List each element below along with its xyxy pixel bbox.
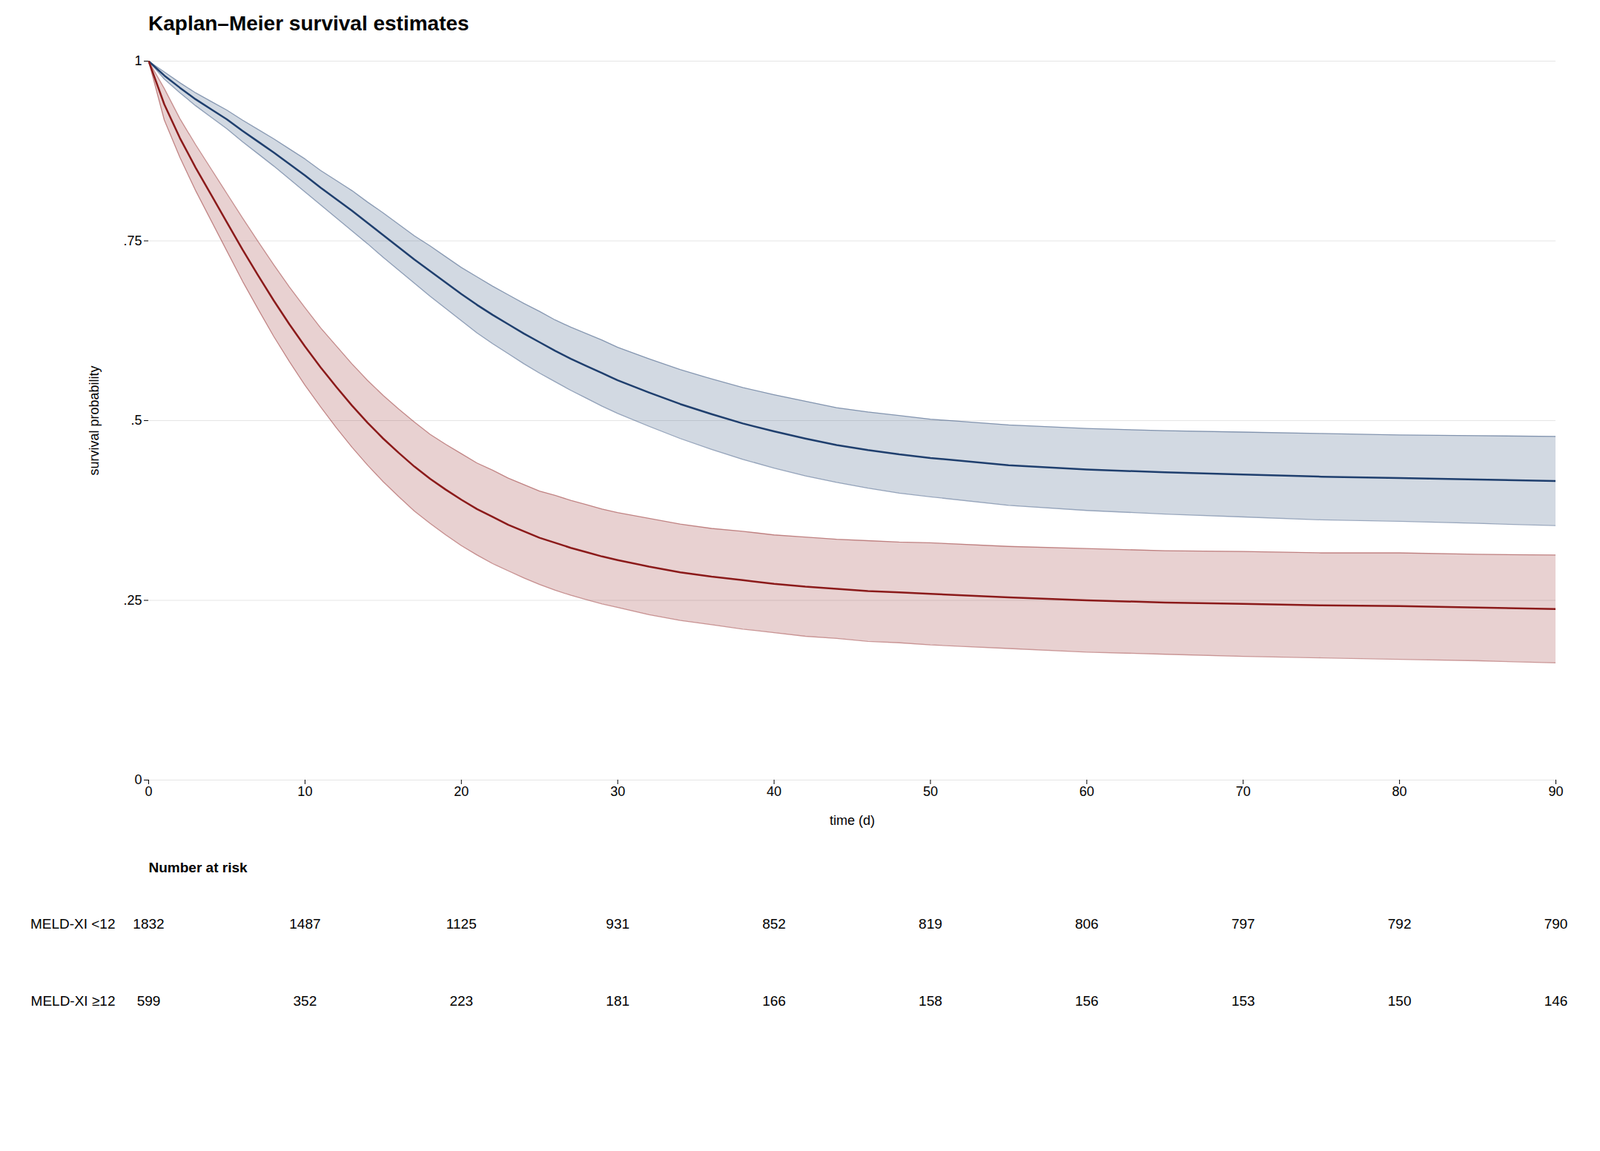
svg-text:146: 146 [1544, 993, 1569, 1010]
svg-text:50: 50 [923, 784, 938, 800]
svg-text:153: 153 [1231, 993, 1256, 1010]
svg-text:1: 1 [134, 53, 142, 69]
svg-text:797: 797 [1231, 916, 1256, 932]
svg-text:790: 790 [1544, 916, 1569, 932]
svg-text:.5: .5 [130, 412, 142, 428]
svg-text:0: 0 [134, 772, 142, 788]
svg-text:.75: .75 [123, 233, 142, 249]
svg-text:352: 352 [293, 993, 318, 1010]
svg-text:792: 792 [1387, 916, 1412, 932]
svg-text:150: 150 [1387, 993, 1412, 1010]
svg-text:90: 90 [1548, 784, 1563, 800]
svg-text:1832: 1832 [132, 916, 164, 932]
svg-text:1487: 1487 [289, 916, 321, 932]
svg-text:MELD-XI <12: MELD-XI <12 [30, 916, 116, 932]
svg-text:60: 60 [1079, 784, 1095, 800]
svg-text:0: 0 [144, 784, 152, 800]
svg-text:599: 599 [137, 993, 161, 1010]
svg-text:852: 852 [762, 916, 786, 932]
svg-text:20: 20 [453, 784, 469, 800]
svg-text:40: 40 [766, 784, 782, 800]
html-text:Kaplan–Meier survival estimate: Kaplan–Meier survival estimates [148, 11, 470, 35]
svg-text:Number at risk: Number at risk [149, 860, 248, 876]
svg-text:.25: .25 [123, 593, 142, 608]
svg-text:80: 80 [1392, 784, 1408, 800]
svg-text:30: 30 [610, 784, 626, 800]
svg-text:931: 931 [605, 916, 630, 932]
svg-text:223: 223 [449, 993, 474, 1010]
svg-text:1125: 1125 [446, 916, 477, 932]
svg-text:70: 70 [1235, 784, 1251, 800]
svg-text:156: 156 [1075, 993, 1099, 1010]
svg-text:10: 10 [297, 784, 313, 800]
svg-text:166: 166 [762, 993, 786, 1010]
svg-text:158: 158 [918, 993, 943, 1010]
svg-text:time (d): time (d) [829, 813, 875, 829]
svg-text:181: 181 [605, 993, 630, 1010]
svg-text:MELD-XI ≥12: MELD-XI ≥12 [31, 993, 116, 1010]
svg-text:819: 819 [918, 916, 943, 932]
svg-text:806: 806 [1075, 916, 1099, 932]
svg-text:survival probability: survival probability [86, 365, 102, 476]
